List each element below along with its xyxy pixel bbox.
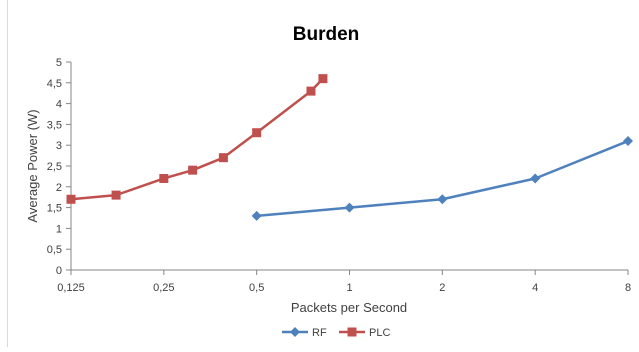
data-point-plc xyxy=(252,128,262,138)
x-tick-label: 0,25 xyxy=(153,282,174,294)
y-tick-label: 4 xyxy=(56,99,62,111)
x-tick-label: 4 xyxy=(532,282,538,294)
x-tick-label: 1 xyxy=(346,282,352,294)
data-point-plc xyxy=(159,173,169,183)
data-point-rf xyxy=(251,210,262,221)
y-tick-label: 1,5 xyxy=(47,203,62,215)
y-axis-label: Average Power (W) xyxy=(25,109,40,222)
data-point-plc xyxy=(218,153,228,163)
legend-item-plc: PLC xyxy=(339,327,390,339)
series-line-rf xyxy=(256,139,629,218)
y-tick-label: 3 xyxy=(56,140,62,152)
x-tick-label: 8 xyxy=(625,282,631,294)
series-rf xyxy=(251,136,633,221)
y-tick-label: 5 xyxy=(56,57,62,69)
data-point-plc xyxy=(318,74,328,84)
data-point-rf xyxy=(623,136,633,147)
data-point-rf xyxy=(344,202,355,213)
data-point-rf xyxy=(437,194,448,205)
series-layer xyxy=(66,74,633,221)
y-tick-label: 0,5 xyxy=(47,244,62,256)
series-line-plc xyxy=(70,77,324,201)
legend: RF PLC xyxy=(282,327,390,339)
series-plc xyxy=(66,74,328,204)
y-tick-label: 2 xyxy=(56,182,62,194)
x-tick-label: 2 xyxy=(439,282,445,294)
chart-title: Burden xyxy=(293,24,360,45)
legend-label-rf: RF xyxy=(312,327,327,339)
legend-item-rf: RF xyxy=(282,327,327,339)
y-tick-label: 2,5 xyxy=(47,161,62,173)
x-axis: 0,125 0,25 0,5 1 2 4 8 xyxy=(57,269,631,294)
legend-marker-plc xyxy=(347,327,357,337)
data-point-rf xyxy=(530,173,541,184)
y-tick-label: 4,5 xyxy=(47,78,62,90)
data-point-plc xyxy=(66,194,76,204)
data-point-plc xyxy=(111,190,121,200)
data-point-plc xyxy=(306,86,316,96)
legend-marker-rf xyxy=(290,327,300,337)
left-border-line xyxy=(7,0,8,347)
x-tick-label: 0,125 xyxy=(57,282,85,294)
y-axis: 0 0,5 1 1,5 2 2,5 3 3,5 4 4,5 5 xyxy=(47,57,72,277)
data-point-plc xyxy=(188,165,198,175)
y-tick-label: 1 xyxy=(56,223,62,235)
y-tick-label: 3,5 xyxy=(47,119,62,131)
legend-label-plc: PLC xyxy=(369,327,390,339)
x-tick-label: 0,5 xyxy=(249,282,264,294)
x-axis-label: Packets per Second xyxy=(291,300,407,315)
y-tick-label: 0 xyxy=(56,265,62,277)
